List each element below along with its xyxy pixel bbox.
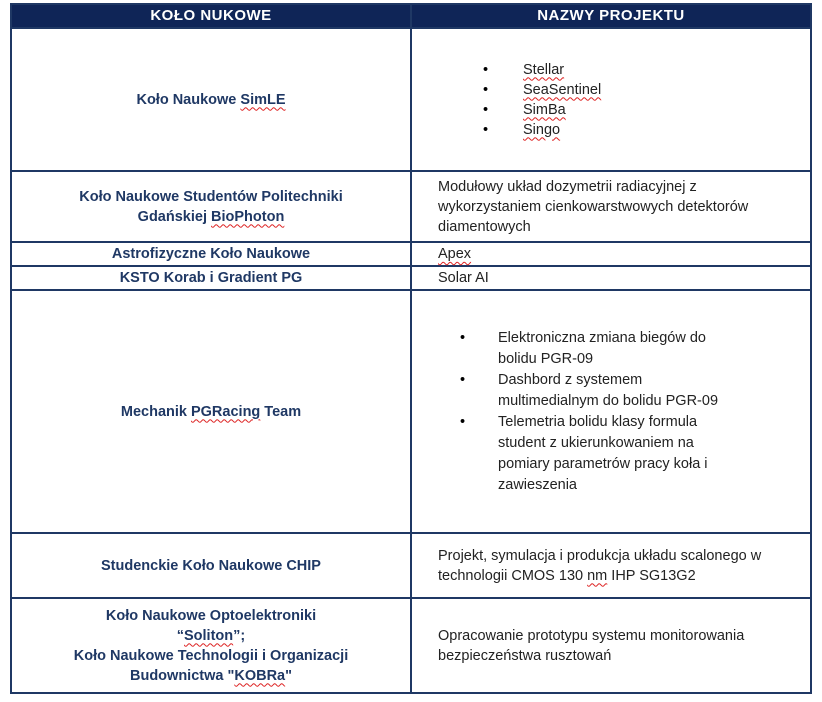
list-item: Singo: [483, 120, 800, 140]
table-row: Astrofizyczne Koło Naukowe Apex: [10, 241, 812, 267]
club-name: Mechanik PGRacing Team: [10, 289, 412, 534]
list-item: SimBa: [483, 100, 800, 120]
club-name: Astrofizyczne Koło Naukowe: [10, 241, 412, 267]
list-item: Dashbord z systemem multimedialnym do bo…: [460, 370, 740, 412]
table-row: Koło Naukowe SimLE Stellar SeaSentinel S…: [10, 27, 812, 172]
header-club: KOŁO NUKOWE: [10, 3, 412, 29]
project-text: Apex: [410, 241, 812, 267]
header-projects: NAZWY PROJEKTU: [410, 3, 812, 29]
list-item: Telemetria bolidu klasy formula student …: [460, 412, 740, 496]
project-text: Solar AI: [410, 265, 812, 291]
table-row: Koło Naukowe Optoelektroniki “Soliton”; …: [10, 597, 812, 694]
list-item: Elektroniczna zmiana biegów do bolidu PG…: [460, 328, 740, 370]
club-name: Koło Naukowe Optoelektroniki “Soliton”; …: [10, 597, 412, 694]
club-name: KSTO Korab i Gradient PG: [10, 265, 412, 291]
project-list: Stellar SeaSentinel SimBa Singo: [410, 27, 812, 172]
projects-table: KOŁO NUKOWE NAZWY PROJEKTU Koło Naukowe …: [10, 3, 812, 694]
list-item: Stellar: [483, 60, 800, 80]
club-name: Koło Naukowe Studentów Politechniki Gdańs…: [10, 170, 412, 243]
project-text: Projekt, symulacja i produkcja układu sc…: [410, 532, 812, 599]
project-text: Modułowy układ dozymetrii radiacyjnej z …: [410, 170, 812, 243]
table-row: Koło Naukowe Studentów Politechniki Gdańs…: [10, 170, 812, 243]
project-list: Elektroniczna zmiana biegów do bolidu PG…: [410, 289, 812, 534]
club-name: Studenckie Koło Naukowe CHIP: [10, 532, 412, 599]
table-row: Studenckie Koło Naukowe CHIP Projekt, sy…: [10, 532, 812, 599]
list-item: SeaSentinel: [483, 80, 800, 100]
club-name: Koło Naukowe SimLE: [10, 27, 412, 172]
header-row: KOŁO NUKOWE NAZWY PROJEKTU: [10, 3, 812, 29]
table-row: Mechanik PGRacing Team Elektroniczna zmi…: [10, 289, 812, 534]
project-text: Opracowanie prototypu systemu monitorowa…: [410, 597, 812, 694]
table-row: KSTO Korab i Gradient PG Solar AI: [10, 265, 812, 291]
